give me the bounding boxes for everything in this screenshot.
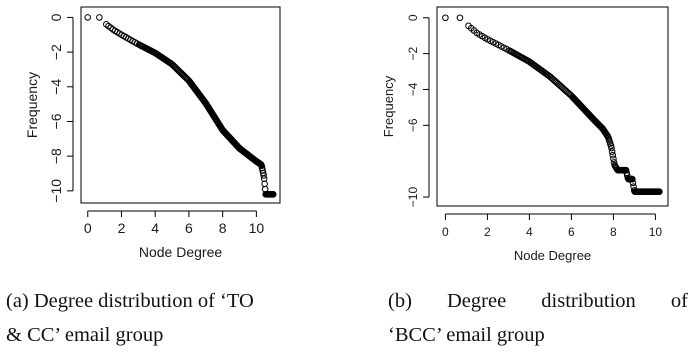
data-point [607, 142, 615, 149]
x-tick-label: 2 [118, 220, 126, 236]
x-tick-label: 0 [84, 220, 92, 236]
x-tick-label: 10 [649, 225, 663, 239]
x-axis-label: Node Degree [514, 248, 591, 263]
y-tick-label: −2 [406, 46, 420, 60]
y-tick-label: −4 [406, 82, 420, 96]
panel-b-scatter-plot: 0 2 4 6 8 10 0 −2 −4 −6 −10 Node Degree Frequency [381, 6, 669, 263]
x-tick-label: 4 [526, 225, 533, 239]
data-point [629, 175, 636, 183]
data-point [610, 155, 617, 163]
caption-b-line-1: (b) Degree distribution of [388, 290, 688, 312]
y-tick-label: −6 [406, 118, 420, 132]
plot-frame [436, 6, 669, 207]
y-tick-label: −6 [48, 113, 64, 129]
data-point [656, 188, 663, 195]
y-tick-label: 0 [406, 14, 420, 21]
y-tick-label: −10 [406, 187, 420, 208]
x-tick-label: 10 [249, 220, 265, 236]
data-point [259, 167, 266, 174]
x-axis-label: Node Degree [139, 244, 222, 260]
data-point [608, 144, 615, 152]
data-point [442, 14, 449, 22]
data-point [260, 172, 267, 179]
caption-b: (b) Degree distribution of ‘BCC’ email g… [388, 284, 688, 352]
y-tick-label: −8 [48, 148, 64, 164]
y-axis-label: Frequency [381, 75, 396, 137]
x-tick-label: 6 [185, 220, 193, 236]
data-point [258, 162, 265, 169]
data-point [84, 14, 92, 21]
caption-a: (a) Degree distribution of ‘TO & CC’ ema… [6, 284, 346, 352]
caption-a-line-2: & CC’ email group [6, 324, 164, 346]
data-point [258, 164, 266, 172]
panel-a-scatter-plot: 0 2 4 6 8 10 0 −2 −4 −6 −8 −10 Node Degree Frequency [24, 6, 281, 260]
data-point [456, 14, 464, 22]
y-tick-label: −2 [48, 44, 64, 60]
plot-frame [80, 6, 281, 204]
data-point [629, 179, 637, 187]
x-tick-label: 4 [151, 220, 159, 236]
data-point [269, 191, 277, 198]
y-axis-label: Frequency [24, 72, 40, 138]
caption-a-line-1: (a) Degree distribution of ‘TO [6, 290, 254, 312]
caption-b-line-2: ‘BCC’ email group [388, 324, 545, 346]
x-tick-label: 2 [484, 225, 491, 239]
x-tick-label: 0 [442, 225, 449, 239]
data-point [96, 14, 103, 21]
y-tick-label: −10 [48, 179, 64, 203]
y-tick-label: −4 [48, 79, 64, 95]
y-tick-label: 0 [48, 13, 64, 21]
data-point [608, 148, 616, 155]
data-point [609, 151, 617, 159]
x-tick-label: 8 [219, 220, 227, 236]
x-tick-label: 8 [610, 225, 617, 239]
x-tick-label: 6 [568, 225, 575, 239]
